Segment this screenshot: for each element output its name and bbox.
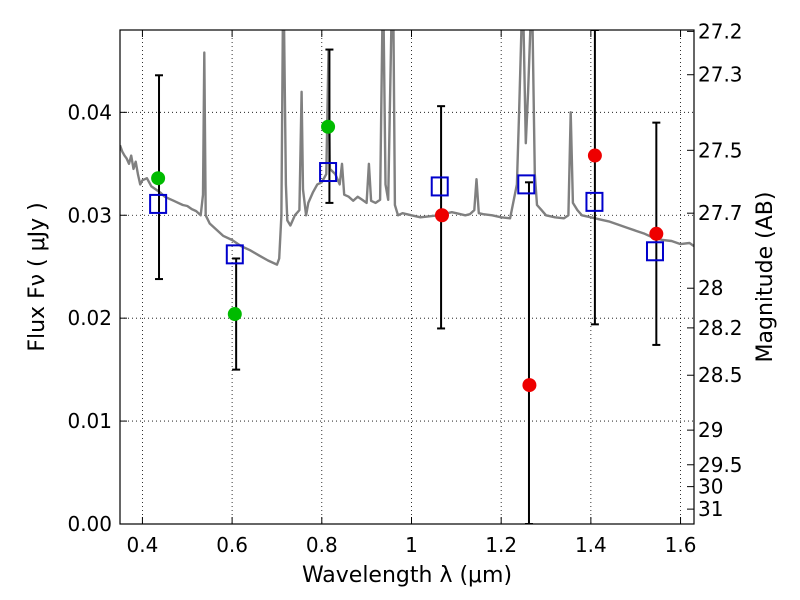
- axis-ticks: 0.4 0.6 0.8 1 1.2 1.4 1.6 0.00 0.01 0.02 0.03 0.04 2…: [67, 19, 742, 557]
- green-data-point: [227, 307, 242, 322]
- model-box-point: [225, 244, 244, 265]
- x-tick-label: 0.4: [127, 533, 159, 557]
- right-tick-label: 28.2: [698, 316, 743, 340]
- red-data-point: [522, 378, 537, 393]
- green-data-point: [321, 119, 336, 134]
- x-axis-label: Wavelength λ (μm): [302, 563, 512, 588]
- model-box-point: [517, 174, 536, 195]
- model-box-point: [149, 193, 168, 214]
- right-tick-label: 31: [698, 497, 723, 521]
- spectrum-line: [120, 30, 694, 266]
- x-tick-label: 1.2: [485, 533, 517, 557]
- x-tick-label: 1: [405, 533, 418, 557]
- right-tick-label: 27.3: [698, 63, 743, 87]
- model-box-point: [319, 162, 338, 183]
- y-tick-label: 0.02: [67, 306, 112, 330]
- right-tick-label: 29: [698, 418, 723, 442]
- x-tick-label: 0.8: [306, 533, 338, 557]
- right-tick-label: 28: [698, 276, 723, 300]
- right-axis-label: Magnitude (AB): [753, 192, 778, 363]
- y-tick-label: 0.00: [67, 512, 112, 536]
- right-tick-label: 29.5: [698, 453, 743, 477]
- red-data-point: [649, 226, 664, 241]
- x-tick-label: 1.6: [665, 533, 697, 557]
- plot-frame: [119, 29, 695, 525]
- right-tick-label: 28.5: [698, 363, 743, 387]
- green-data-point: [151, 171, 166, 186]
- y-axis-label: Flux Fν ( μJy ): [25, 202, 50, 351]
- y-tick-label: 0.03: [67, 203, 112, 227]
- right-tick-label: 30: [698, 475, 723, 499]
- right-tick-label: 27.7: [698, 201, 743, 225]
- right-tick-label: 27.2: [698, 19, 743, 43]
- x-tick-label: 0.6: [216, 533, 248, 557]
- right-tick-label: 27.5: [698, 138, 743, 162]
- model-box-point: [430, 176, 449, 197]
- red-data-point: [587, 148, 602, 163]
- red-data-point: [434, 208, 449, 223]
- y-tick-label: 0.01: [67, 409, 112, 433]
- model-box-point: [645, 241, 664, 262]
- plot-area: [120, 30, 694, 524]
- model-box-point: [585, 191, 604, 212]
- grid: [120, 30, 694, 525]
- y-tick-label: 0.04: [67, 100, 112, 124]
- x-tick-label: 1.4: [575, 533, 607, 557]
